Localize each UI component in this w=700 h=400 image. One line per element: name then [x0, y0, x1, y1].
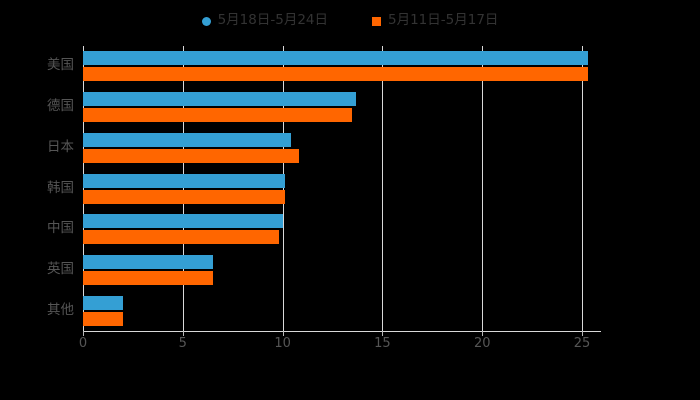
y-axis-label-3: 日本: [47, 138, 74, 155]
bar-2-series-1[interactable]: [83, 92, 357, 107]
legend-label-series-1: 5月18日-5月24日: [217, 12, 328, 29]
x-axis-label-15: 15: [374, 336, 391, 351]
y-axis-labels: 美国德国日本韩国中国英国其他: [0, 46, 74, 331]
bar-group-5: [83, 214, 600, 245]
bar-2-series-2[interactable]: [83, 108, 353, 123]
x-axis-label-0: 0: [78, 336, 88, 351]
bar-6-series-1[interactable]: [83, 254, 213, 269]
x-axis-tick-20: [482, 331, 484, 336]
gridline-x-20: [482, 46, 484, 331]
gridline-x-5: [182, 46, 184, 331]
bar-group-6: [83, 254, 600, 285]
x-axis-tick-15: [382, 331, 384, 336]
x-axis-label-5: 5: [178, 336, 187, 351]
bar-4-series-1[interactable]: [83, 173, 285, 188]
bar-5-series-2[interactable]: [83, 230, 279, 245]
y-axis-label-1: 美国: [47, 57, 74, 74]
x-axis-label-10: 10: [274, 336, 291, 351]
y-axis-label-6: 英国: [47, 260, 74, 277]
bar-group-3: [83, 132, 600, 163]
bar-6-series-2[interactable]: [83, 270, 213, 285]
legend-item-series-2[interactable]: 5月11日-5月17日: [372, 14, 498, 28]
x-axis-line: [83, 331, 601, 332]
y-axis-label-7: 其他: [47, 301, 74, 318]
x-axis-label-20: 20: [473, 336, 491, 351]
chart-legend: 5月18日-5月24日 5月11日-5月17日: [0, 10, 700, 32]
bar-group-2: [83, 92, 600, 123]
y-axis-label-4: 韩国: [47, 179, 74, 196]
bar-1-series-1[interactable]: [83, 51, 589, 66]
plot-area: [83, 46, 600, 331]
x-axis-tick-25: [582, 331, 584, 336]
gridline-x-25: [582, 46, 584, 331]
bar-3-series-2[interactable]: [83, 148, 299, 163]
bar-7-series-2[interactable]: [83, 311, 123, 326]
y-axis-label-2: 德国: [47, 98, 74, 115]
x-axis-tick-5: [182, 331, 184, 336]
bar-5-series-1[interactable]: [83, 214, 283, 229]
x-axis-tick-0: [83, 331, 84, 336]
gridline-x-10: [282, 46, 284, 331]
bar-7-series-1[interactable]: [83, 295, 123, 310]
bar-4-series-2[interactable]: [83, 189, 285, 204]
legend-label-series-2: 5月11日-5月17日: [388, 12, 499, 29]
gridline-x-15: [382, 46, 384, 331]
square-marker-icon: [372, 16, 381, 26]
bar-group-7: [83, 295, 600, 326]
x-axis-tick-10: [282, 331, 284, 336]
bar-3-series-1[interactable]: [83, 132, 291, 147]
circle-marker-icon: [201, 16, 211, 26]
gridline-x-0: [83, 46, 84, 331]
y-axis-label-5: 中国: [47, 220, 74, 237]
bar-group-4: [83, 173, 600, 204]
bar-1-series-2[interactable]: [83, 67, 589, 82]
x-axis-label-25: 25: [573, 336, 591, 351]
bar-group-1: [83, 51, 600, 82]
legend-item-series-1[interactable]: 5月18日-5月24日: [201, 12, 328, 29]
